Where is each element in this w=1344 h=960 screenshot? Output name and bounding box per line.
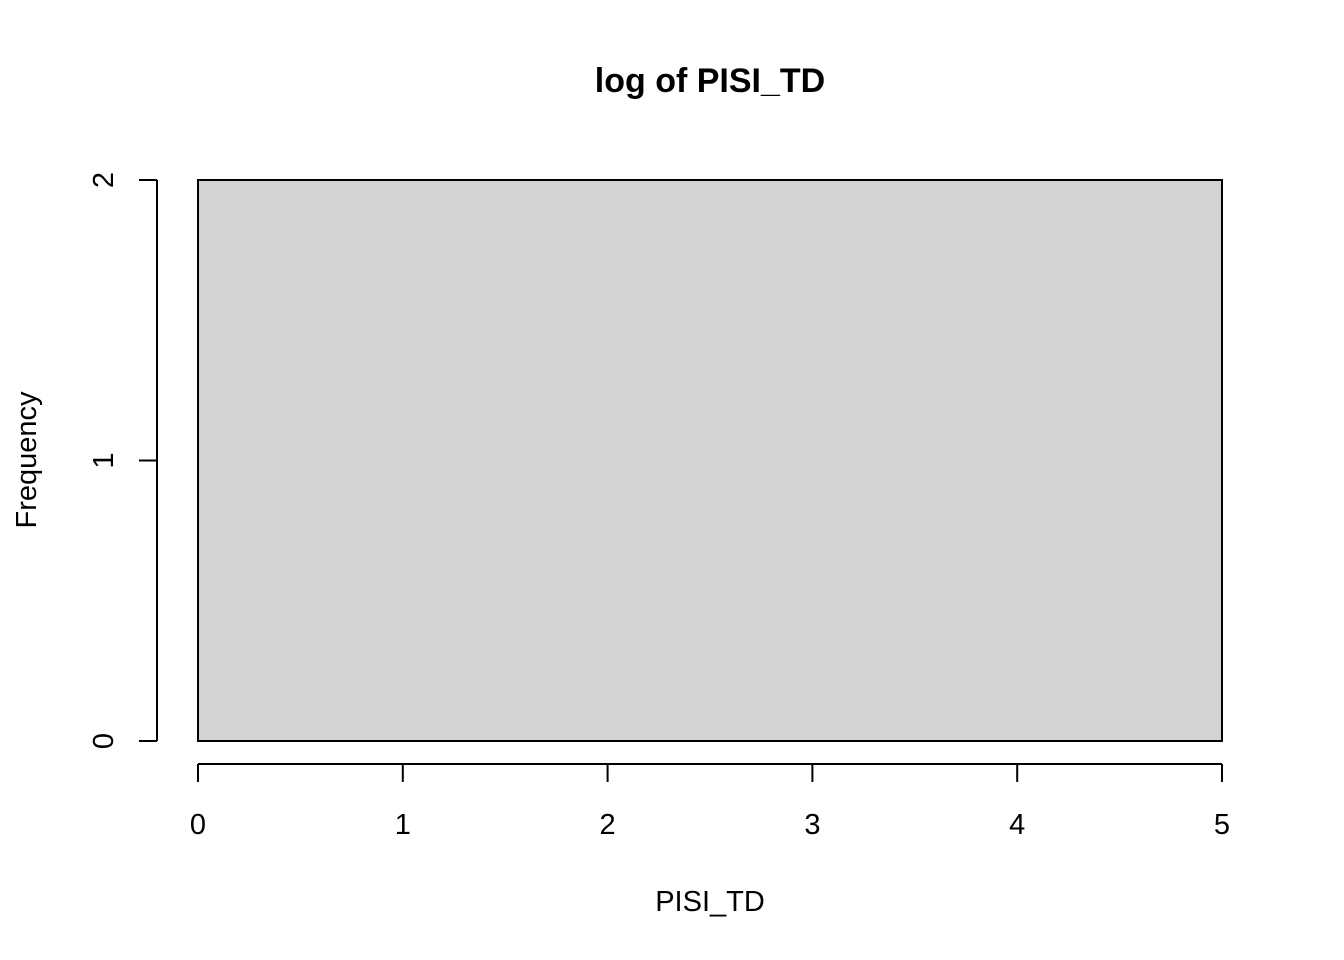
x-tick-label: 3 [804, 809, 820, 841]
histogram-bar [197, 179, 1223, 742]
x-tick-label: 0 [190, 809, 206, 841]
x-tick-label: 2 [600, 809, 616, 841]
x-tick-label: 1 [395, 809, 411, 841]
x-tick-label: 4 [1009, 809, 1025, 841]
y-tick-label: 0 [88, 733, 120, 749]
y-axis-label: Frequency [11, 391, 43, 529]
y-tick-label: 2 [88, 172, 120, 188]
plot-area [197, 179, 1223, 742]
y-tick-label: 1 [88, 452, 120, 468]
x-axis-label: PISI_TD [655, 886, 765, 918]
x-axis-ticks: 0 1 2 3 4 5 [190, 764, 1230, 841]
x-tick-label: 5 [1214, 809, 1230, 841]
y-axis-ticks: 0 1 2 [88, 172, 157, 749]
chart-title: log of PISI_TD [595, 62, 825, 100]
